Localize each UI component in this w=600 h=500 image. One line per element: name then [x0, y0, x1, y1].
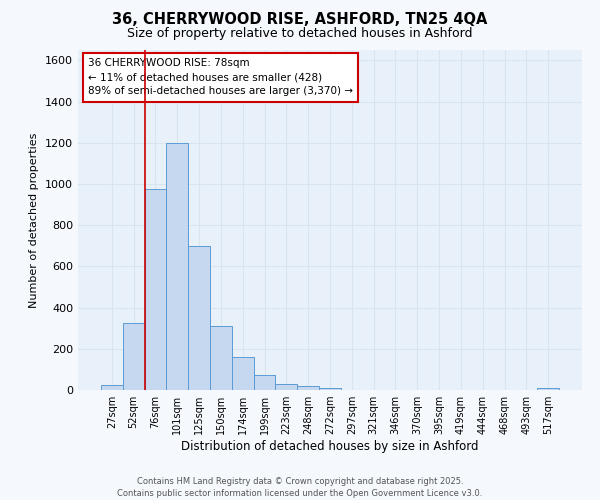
Bar: [123, 323, 145, 390]
Bar: [537, 388, 559, 390]
Bar: [210, 326, 232, 390]
Text: 36, CHERRYWOOD RISE, ASHFORD, TN25 4QA: 36, CHERRYWOOD RISE, ASHFORD, TN25 4QA: [112, 12, 488, 28]
Bar: [232, 357, 254, 390]
Bar: [188, 246, 210, 390]
X-axis label: Distribution of detached houses by size in Ashford: Distribution of detached houses by size …: [181, 440, 479, 453]
Bar: [297, 386, 319, 390]
Text: Contains HM Land Registry data © Crown copyright and database right 2025.
Contai: Contains HM Land Registry data © Crown c…: [118, 476, 482, 498]
Bar: [166, 142, 188, 390]
Bar: [145, 189, 166, 390]
Bar: [254, 374, 275, 390]
Bar: [319, 388, 341, 390]
Bar: [275, 384, 297, 390]
Bar: [101, 385, 123, 390]
Text: 36 CHERRYWOOD RISE: 78sqm
← 11% of detached houses are smaller (428)
89% of semi: 36 CHERRYWOOD RISE: 78sqm ← 11% of detac…: [88, 58, 353, 96]
Y-axis label: Number of detached properties: Number of detached properties: [29, 132, 40, 308]
Text: Size of property relative to detached houses in Ashford: Size of property relative to detached ho…: [127, 28, 473, 40]
